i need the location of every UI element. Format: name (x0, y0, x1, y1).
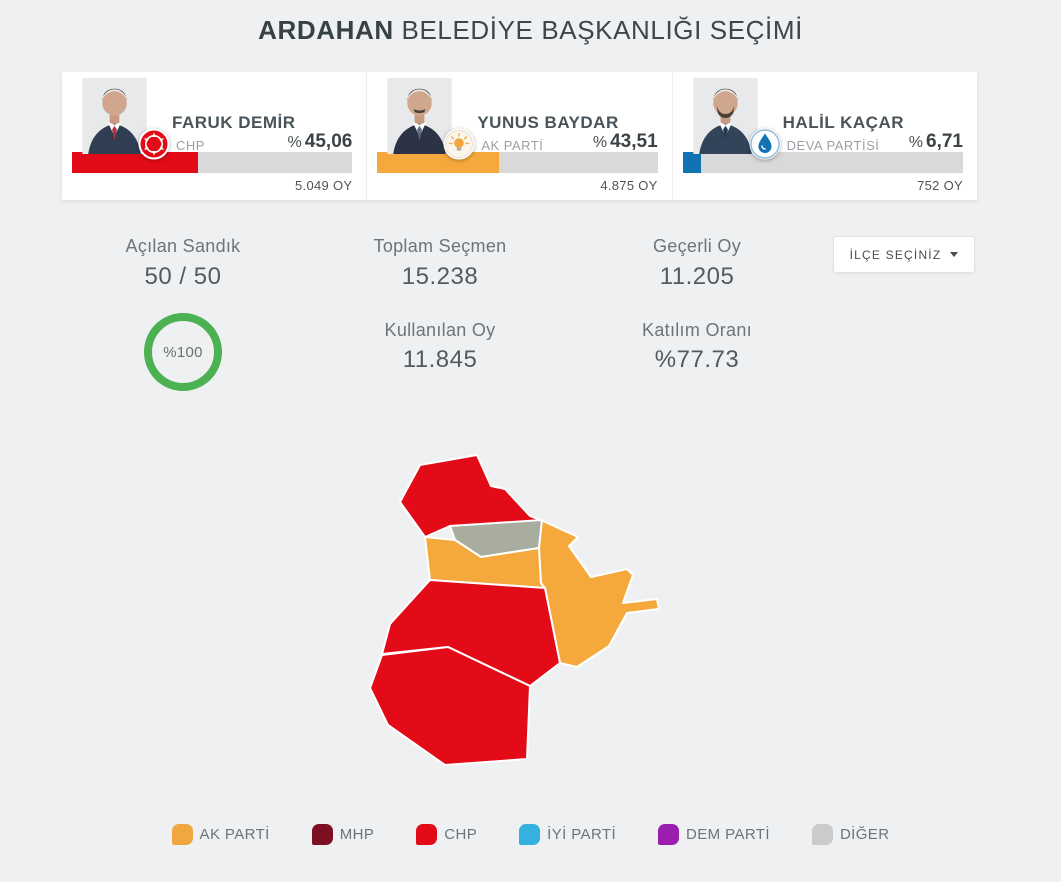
page-title-rest: BELEDİYE BAŞKANLIĞI SEÇİMİ (401, 15, 803, 45)
opened-ballot-boxes-label: Açılan Sandık (125, 236, 241, 256)
valid-votes-value: 11.205 (659, 263, 735, 290)
demparti-color-swatch (658, 824, 680, 845)
candidate-name: YUNUS BAYDAR (477, 113, 619, 132)
candidate-card-1: FARUK DEMİR CHP % 45,06 5.049 OY (62, 72, 366, 200)
chp-color-swatch (416, 824, 438, 845)
valid-votes-label: Geçerli Oy (652, 236, 742, 256)
opened-ballot-boxes-value: 50 / 50 (144, 263, 222, 290)
candidate-card-2: YUNUS BAYDAR AK PARTİ % 43,51 4.875 OY (366, 72, 671, 200)
deva-party-logo-icon (749, 128, 781, 160)
legend-item-demparti: DEM PARTİ (658, 824, 770, 845)
opened-ballot-progress-ring: %100 (144, 313, 222, 391)
akparti-party-logo-icon (443, 128, 475, 160)
total-voters-value: 15.238 (401, 263, 479, 290)
candidate-card-3: HALİL KAÇAR DEVA PARTİSİ % 6,71 752 OY (671, 72, 977, 200)
candidate-photo (82, 78, 147, 154)
party-legend: AK PARTİ MHP CHP İYİ PARTİ DEM PARTİ DİĞ… (0, 824, 1061, 845)
vote-percentage: % 45,06 (287, 131, 353, 152)
candidate-name: FARUK DEMİR (172, 113, 296, 132)
candidate-photo (387, 78, 452, 154)
diger-color-swatch (811, 824, 833, 845)
map-district-6[interactable] (369, 646, 531, 766)
vote-bar-fill (72, 152, 199, 173)
candidate-photo (693, 78, 758, 154)
candidate-cards: FARUK DEMİR CHP % 45,06 5.049 OY YUNUS BA… (62, 72, 977, 200)
votes-cast-label: Kullanılan Oy (384, 320, 496, 340)
candidate-name: HALİL KAÇAR (782, 113, 905, 132)
map-district-1[interactable] (399, 454, 544, 538)
turnout-label: Katılım Oranı (642, 320, 752, 340)
chevron-down-icon (950, 252, 959, 257)
vote-count: 752 OY (917, 178, 963, 193)
party-name: CHP (176, 138, 205, 153)
vote-percentage: % 43,51 (592, 131, 658, 152)
turnout-value: %77.73 (654, 346, 740, 373)
vote-count: 4.875 OY (600, 178, 658, 193)
party-name: AK PARTİ (481, 138, 544, 153)
legend-item-diger: DİĞER (811, 824, 890, 845)
page-title-province: ARDAHAN (258, 15, 394, 45)
chp-party-logo-icon (138, 128, 170, 160)
page-title: ARDAHAN BELEDİYE BAŞKANLIĞI SEÇİMİ (0, 15, 1061, 46)
legend-item-iyiparti: İYİ PARTİ (519, 824, 616, 845)
vote-bar (377, 152, 658, 173)
vote-bar (682, 152, 963, 173)
iyiparti-color-swatch (519, 824, 541, 845)
party-name: DEVA PARTİSİ (786, 138, 880, 153)
province-map (360, 440, 680, 780)
district-select-button[interactable]: İLÇE SEÇİNİZ (833, 236, 975, 273)
legend-item-chp: CHP (416, 824, 477, 845)
total-voters-label: Toplam Seçmen (373, 236, 507, 256)
legend-item-akparti: AK PARTİ (171, 824, 270, 845)
legend-item-mhp: MHP (311, 824, 375, 845)
vote-count: 5.049 OY (295, 178, 353, 193)
district-select-label: İLÇE SEÇİNİZ (849, 247, 942, 262)
vote-bar-fill (682, 152, 702, 173)
akparti-color-swatch (171, 824, 193, 845)
vote-percentage: % 6,71 (908, 131, 963, 152)
map-district-4[interactable] (538, 519, 660, 668)
vote-bar-fill (377, 152, 500, 173)
vote-bar (72, 152, 353, 173)
votes-cast-value: 11.845 (402, 346, 478, 373)
mhp-color-swatch (311, 824, 333, 845)
opened-ballot-progress-value: %100 (163, 343, 203, 361)
